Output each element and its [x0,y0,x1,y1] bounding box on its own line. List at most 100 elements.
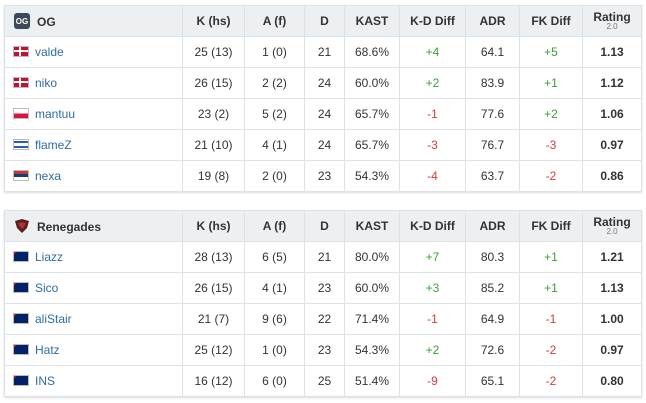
stat-cell: 1.06 [582,98,642,130]
stat-cell: 1 (0) [244,334,305,366]
stat-cell: -3 [399,129,466,161]
stat-cell: 80.0% [344,241,400,273]
player-row: Liazz 28 (13) 6 (5) 21 80.0% +7 80.3 +1 1.21 [4,241,642,273]
column-header: KAST [344,210,400,242]
column-header: K (hs) [182,210,245,242]
column-header: Rating 2.0 [582,5,642,37]
player-row: aliStair 21 (7) 9 (6) 22 71.4% -1 64.9 -1 1.00 [4,303,642,335]
player-row: valde 25 (13) 1 (0) 21 68.6% +4 64.1 +5 1.13 [4,36,642,68]
column-header: K-D Diff [399,5,466,37]
stat-cell: 21 [304,36,345,68]
stat-cell: 60.0% [344,67,400,99]
player-cell: valde [4,36,183,68]
player-row: INS 16 (12) 6 (0) 25 51.4% -9 65.1 -2 0.80 [4,365,642,397]
column-header: D [304,5,345,37]
stat-cell: 5 (2) [244,98,305,130]
flag [13,282,29,293]
stat-cell: 21 (7) [182,303,245,335]
stat-cell: 24 [304,67,345,99]
column-header: K (hs) [182,5,245,37]
stat-cell: 6 (5) [244,241,305,273]
stat-cell: 72.6 [465,334,520,366]
stat-cell: 80.3 [465,241,520,273]
stat-cell: 1 (0) [244,36,305,68]
stat-cell: 65.1 [465,365,520,397]
stats-table: Renegades K (hs) A (f) D KAST K-D Diff ADR FK D… [4,210,642,397]
stat-cell: 19 (8) [182,160,245,192]
stat-cell: 0.97 [582,334,642,366]
stat-cell: 71.4% [344,303,400,335]
stat-cell: 1.00 [582,303,642,335]
player-cell: niko [4,67,183,99]
stat-cell: 0.97 [582,129,642,161]
player-cell: mantuu [4,98,183,130]
stat-cell: 23 (2) [182,98,245,130]
stat-cell: +1 [519,241,583,273]
rating-version: 2.0 [606,227,618,236]
stat-cell: +3 [399,272,466,304]
column-header: A (f) [244,5,305,37]
flag [13,139,29,150]
player-name[interactable]: Liazz [35,250,64,264]
stat-cell: 65.7% [344,129,400,161]
column-header: ADR [465,210,520,242]
stat-cell: 22 [304,303,345,335]
stat-cell: 24 [304,129,345,161]
column-header: A (f) [244,210,305,242]
player-cell: flameZ [4,129,183,161]
stat-cell: 77.6 [465,98,520,130]
player-cell: aliStair [4,303,183,335]
stat-cell: 0.86 [582,160,642,192]
player-name[interactable]: mantuu [35,107,76,121]
player-cell: Sico [4,272,183,304]
player-name[interactable]: flameZ [35,138,72,152]
team-logo: OG [14,13,30,29]
player-name[interactable]: INS [35,374,56,388]
stat-cell: 25 (13) [182,36,245,68]
stat-cell: 76.7 [465,129,520,161]
player-cell: Hatz [4,334,183,366]
column-header: FK Diff [519,210,583,242]
player-cell: INS [4,365,183,397]
stat-cell: +7 [399,241,466,273]
stat-cell: -2 [519,334,583,366]
column-header: Rating 2.0 [582,210,642,242]
player-row: Hatz 25 (12) 1 (0) 23 54.3% +2 72.6 -2 0.97 [4,334,642,366]
flag [13,77,29,88]
stat-cell: 63.7 [465,160,520,192]
stat-cell: +2 [399,67,466,99]
player-name[interactable]: Hatz [35,343,60,357]
flag [13,344,29,355]
flag [13,46,29,57]
stat-cell: 65.7% [344,98,400,130]
stats-table: OG OG K (hs) A (f) D KAST K-D Diff ADR FK Diff Ra… [4,5,642,192]
stat-cell: 54.3% [344,160,400,192]
stat-cell: 9 (6) [244,303,305,335]
player-name[interactable]: niko [35,76,58,90]
team-name: OG [37,15,56,29]
player-name[interactable]: aliStair [35,312,72,326]
stat-cell: 24 [304,98,345,130]
stat-cell: +2 [519,98,583,130]
rating-label: Rating [593,10,631,24]
column-header: K-D Diff [399,210,466,242]
stat-cell: 1.21 [582,241,642,273]
stat-cell: 64.9 [465,303,520,335]
flag [13,251,29,262]
stat-cell: -4 [399,160,466,192]
stat-cell: 54.3% [344,334,400,366]
player-name[interactable]: Sico [35,281,59,295]
header-row: Renegades K (hs) A (f) D KAST K-D Diff ADR FK D… [4,210,642,242]
stat-cell: 2 (0) [244,160,305,192]
stat-cell: 26 (15) [182,272,245,304]
column-header: ADR [465,5,520,37]
stat-cell: -1 [519,303,583,335]
stat-cell: 23 [304,334,345,366]
player-name[interactable]: valde [35,45,64,59]
stat-cell: 4 (1) [244,272,305,304]
column-header: KAST [344,5,400,37]
column-header: D [304,210,345,242]
flag [13,108,29,119]
player-name[interactable]: nexa [35,169,62,183]
